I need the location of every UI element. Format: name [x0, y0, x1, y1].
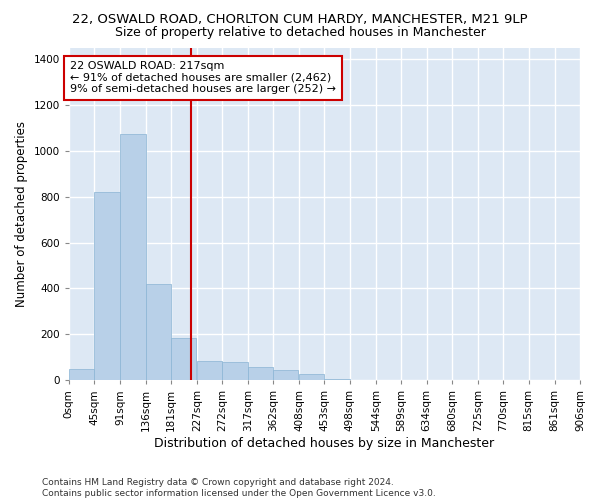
Bar [171, 338, 196, 380]
Text: Size of property relative to detached houses in Manchester: Size of property relative to detached ho… [115, 26, 485, 39]
Bar [69, 369, 94, 380]
Bar [273, 370, 298, 380]
Y-axis label: Number of detached properties: Number of detached properties [15, 121, 28, 307]
Bar [325, 379, 350, 380]
Bar [222, 362, 248, 380]
Bar [94, 192, 119, 380]
Text: 22, OSWALD ROAD, CHORLTON CUM HARDY, MANCHESTER, M21 9LP: 22, OSWALD ROAD, CHORLTON CUM HARDY, MAN… [72, 12, 528, 26]
Bar [146, 284, 171, 380]
Bar [197, 361, 222, 380]
X-axis label: Distribution of detached houses by size in Manchester: Distribution of detached houses by size … [154, 437, 494, 450]
Bar [120, 134, 146, 380]
Text: Contains HM Land Registry data © Crown copyright and database right 2024.
Contai: Contains HM Land Registry data © Crown c… [42, 478, 436, 498]
Text: 22 OSWALD ROAD: 217sqm
← 91% of detached houses are smaller (2,462)
9% of semi-d: 22 OSWALD ROAD: 217sqm ← 91% of detached… [70, 62, 336, 94]
Bar [299, 374, 325, 380]
Bar [248, 366, 273, 380]
